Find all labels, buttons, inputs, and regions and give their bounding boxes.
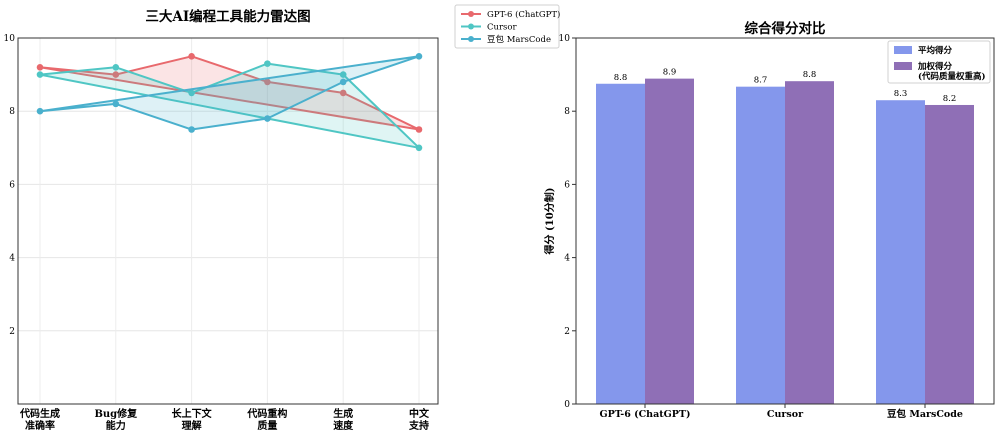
data-point xyxy=(415,144,423,152)
x-tick-label-line: 代码生成 xyxy=(19,407,60,420)
legend-label: Cursor xyxy=(487,23,518,33)
data-point xyxy=(188,126,195,133)
x-tick-label-line: 中文 xyxy=(409,407,430,420)
data-point xyxy=(112,71,120,78)
x-tick-label: 长上下文理解 xyxy=(172,407,213,432)
x-tick-label: Cursor xyxy=(767,409,804,420)
series-area xyxy=(40,63,419,148)
chart-title: 综合得分对比 xyxy=(745,20,826,37)
bar xyxy=(925,104,974,404)
bar xyxy=(596,83,645,404)
y-tick-label: 8 xyxy=(564,107,570,117)
x-tick-label-line: 支持 xyxy=(408,419,429,432)
y-axis-ticks: 2 4 6 8 10 xyxy=(4,34,16,337)
x-tick-label-line: 代码重构 xyxy=(246,407,287,420)
legend-label: 加权得分(代码质量权重高) xyxy=(917,61,986,82)
x-tick-label-line: 质量 xyxy=(257,419,277,432)
y-tick-label: 6 xyxy=(564,180,570,190)
bar-value-label: 8.8 xyxy=(614,73,628,83)
x-axis-ticks: 代码生成准确率 Bug修复能力 长上下文理解 代码重构质量 生成速度 中文支持 xyxy=(19,407,430,432)
y-tick-label: 10 xyxy=(4,34,16,44)
data-point xyxy=(112,63,120,71)
x-tick-label-line: 能力 xyxy=(106,419,126,432)
bar xyxy=(876,100,925,404)
bar-value-label: 8.3 xyxy=(894,89,908,99)
x-tick-label-line: 速度 xyxy=(333,419,354,432)
y-tick-label: 8 xyxy=(9,107,15,117)
legend-swatch xyxy=(894,62,912,70)
x-tick-label-line: 生成 xyxy=(333,407,353,420)
legend-box xyxy=(887,40,991,84)
x-tick-label-line: Bug修复 xyxy=(94,407,138,420)
plot-frame xyxy=(17,37,439,405)
data-point xyxy=(36,107,44,115)
data-point xyxy=(36,71,44,78)
bar-value-label: 8.9 xyxy=(663,68,677,78)
data-point xyxy=(339,89,347,97)
bar xyxy=(785,81,834,405)
data-point xyxy=(188,89,195,97)
x-tick-label-line: 长上下文 xyxy=(172,407,213,420)
legend-label: 豆包 MarsCode xyxy=(487,34,551,45)
y-tick-label: 2 xyxy=(9,327,15,337)
legend-label: 平均得分 xyxy=(918,45,953,56)
data-point xyxy=(339,78,347,86)
plot-frame xyxy=(575,37,995,405)
bar-value-label: 8.2 xyxy=(943,94,957,104)
data-point xyxy=(264,78,271,86)
y-axis-ticks: 0 2 4 6 8 10 xyxy=(559,34,576,410)
x-tick-label: GPT-6 (ChatGPT) xyxy=(600,409,691,420)
chart-title: 三大AI编程工具能力雷达图 xyxy=(145,8,310,25)
bar-value-label: 8.8 xyxy=(803,70,817,80)
y-tick-label: 4 xyxy=(9,254,15,264)
legend-label-line: 平均得分 xyxy=(918,45,953,56)
x-tick-label: 代码重构质量 xyxy=(246,407,287,432)
x-tick-label: 中文支持 xyxy=(408,407,430,432)
line-chart: 三大AI编程工具能力雷达图 2 4 6 8 10 代码生成准确率 Bug修复能力 长上下文理… xyxy=(4,8,439,432)
bars-layer: 8.8 8.7 8.3 8.9 8.8 8.2 xyxy=(596,68,974,405)
data-point xyxy=(36,63,44,71)
data-point xyxy=(415,53,423,60)
x-tick-label: Bug修复能力 xyxy=(94,407,138,432)
legend-label-line: (代码质量权重高) xyxy=(918,71,986,82)
series-layer xyxy=(36,53,423,152)
y-tick-label: 4 xyxy=(564,254,570,264)
series-area xyxy=(40,56,419,130)
x-axis-ticks: GPT-6 (ChatGPT) Cursor 豆包 MarsCode xyxy=(600,404,963,420)
x-tick-label: 代码生成准确率 xyxy=(19,407,60,432)
legend-box xyxy=(454,4,560,49)
x-tick-label: 豆包 MarsCode xyxy=(887,408,963,420)
legend-label: GPT-6 (ChatGPT) xyxy=(487,9,560,20)
bar xyxy=(736,86,785,404)
bar xyxy=(645,78,694,404)
grid xyxy=(18,37,438,404)
legend-label-line: 加权得分 xyxy=(917,61,953,72)
data-point xyxy=(112,100,120,108)
y-axis-label: 得分 (10分制) xyxy=(543,188,556,256)
x-tick-label: 生成速度 xyxy=(333,407,354,432)
legend-swatch xyxy=(894,46,912,54)
data-point xyxy=(188,53,195,60)
legend-marker xyxy=(468,23,474,30)
y-tick-label: 6 xyxy=(9,180,15,190)
x-tick-label-line: 理解 xyxy=(182,419,202,432)
x-tick-label-line: 准确率 xyxy=(25,419,55,432)
data-point xyxy=(264,115,271,122)
data-point xyxy=(264,60,271,67)
bar-value-label: 8.7 xyxy=(754,76,768,86)
y-tick-label: 10 xyxy=(559,34,571,44)
legend-marker xyxy=(468,36,474,42)
data-point xyxy=(339,71,347,78)
y-tick-label: 2 xyxy=(564,327,570,337)
legend-marker xyxy=(468,11,474,17)
data-point xyxy=(415,126,423,133)
y-tick-label: 0 xyxy=(564,400,570,410)
